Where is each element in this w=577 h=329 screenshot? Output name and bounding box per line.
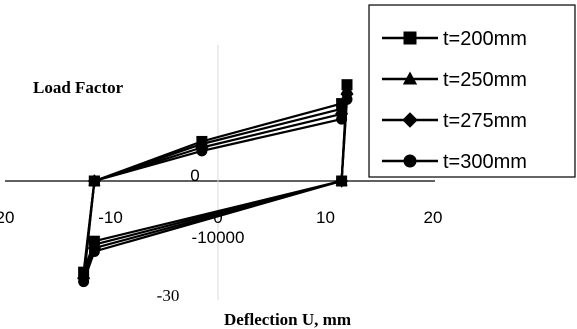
data-point xyxy=(196,145,208,157)
axes xyxy=(5,45,435,300)
x-tick-label: 20 xyxy=(424,208,443,227)
legend-entry: t=200mm xyxy=(382,28,527,50)
data-point xyxy=(78,276,90,288)
y-axis-title: Load Factor xyxy=(33,78,124,97)
series-line-3 xyxy=(82,92,349,280)
series-line-4 xyxy=(82,98,349,283)
legend-marker xyxy=(402,71,418,85)
legend: t=200mm t=250mm t=275mm t=300mm xyxy=(368,4,576,178)
legend-items: t=200mm t=250mm t=275mm t=300mm xyxy=(382,28,527,173)
x-tick-label: 10 xyxy=(316,208,335,227)
series-4 xyxy=(78,93,353,288)
legend-marker xyxy=(403,31,417,45)
legend-entry: t=250mm xyxy=(382,69,527,91)
y-tick-label: 0 xyxy=(190,166,199,185)
legend-label: t=275mm xyxy=(443,110,527,132)
x-tick-label: 0 xyxy=(213,208,222,227)
data-point xyxy=(336,175,348,187)
series-layer xyxy=(77,79,354,288)
legend-entry: t=300mm xyxy=(382,151,527,173)
legend-label: t=200mm xyxy=(443,28,527,50)
legend-label: t=250mm xyxy=(443,69,527,91)
data-point xyxy=(88,246,100,258)
legend-marker xyxy=(403,154,417,168)
series-1 xyxy=(78,79,353,278)
x-axis-title: Deflection U, mm xyxy=(224,310,351,329)
tick-layer: 20 -10 0 10 200-10000-30 xyxy=(0,166,442,305)
data-point xyxy=(341,93,353,105)
x-tick-label: 20 xyxy=(0,208,14,227)
data-point xyxy=(88,175,100,187)
y-tick-label: -10000 xyxy=(192,228,245,247)
y-tick-label: -30 xyxy=(157,286,180,305)
legend-box xyxy=(368,4,576,178)
legend-marker xyxy=(402,112,418,128)
legend-label: t=300mm xyxy=(443,151,527,173)
x-tick-label: -10 xyxy=(98,208,123,227)
legend-entry: t=275mm xyxy=(382,110,527,132)
data-point xyxy=(336,113,348,125)
